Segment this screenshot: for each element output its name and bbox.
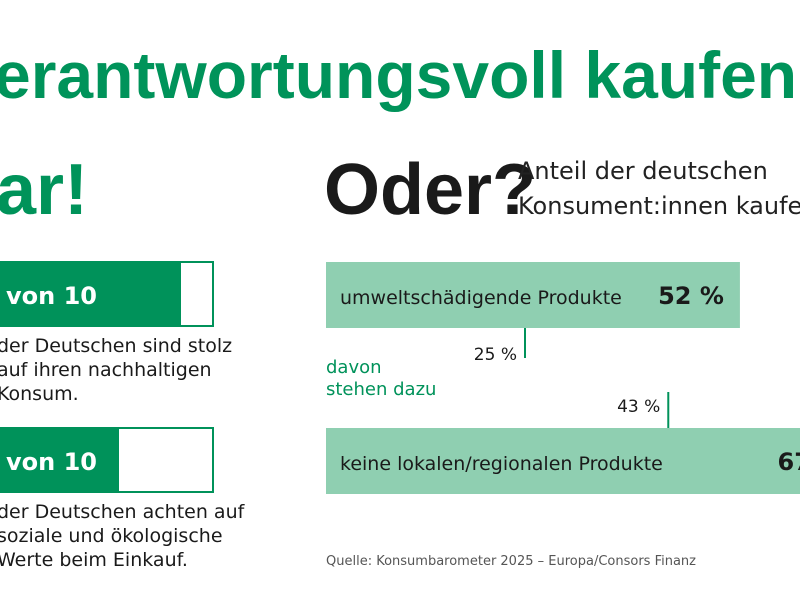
marker-label: 43 % bbox=[617, 397, 660, 417]
subtitle: Konsument:innen kaufen bbox=[518, 192, 800, 220]
ratio-text: der Deutschen achten auf bbox=[0, 501, 246, 523]
bar-label: keine lokalen/regionalen Produkte bbox=[340, 453, 663, 475]
value-label: 52 % bbox=[658, 282, 724, 310]
ratio-text: Konsum. bbox=[0, 383, 79, 405]
ratio-label: von 10 bbox=[6, 448, 97, 476]
title: erantwortungsvoll kaufen bbox=[0, 38, 797, 112]
marker-label: 25 % bbox=[474, 345, 517, 365]
ratio-text: soziale und ökologische bbox=[0, 525, 223, 547]
subtitle: Anteil der deutschen bbox=[518, 157, 768, 185]
left-headline: ar! bbox=[0, 150, 88, 230]
ratio-text: auf ihren nachhaltigen bbox=[0, 359, 212, 381]
bar bbox=[326, 428, 800, 494]
ratio-text: Werte beim Einkauf. bbox=[0, 549, 188, 571]
marker-note: davon bbox=[326, 357, 382, 378]
right-bars: umweltschädigende Produkte 52 % 25 % keine … bbox=[326, 262, 800, 494]
marker-note: stehen dazu bbox=[326, 379, 436, 400]
right-headline: Oder? bbox=[324, 150, 536, 230]
ratio-text: der Deutschen sind stolz bbox=[0, 335, 232, 357]
bar bbox=[326, 262, 740, 328]
ratio-fill bbox=[0, 262, 181, 326]
bar-label: umweltschädigende Produkte bbox=[340, 287, 622, 309]
source: Quelle: Konsumbarometer 2025 – Europa/Co… bbox=[326, 554, 696, 569]
value-label: 67 % bbox=[778, 448, 800, 476]
ratio-label: von 10 bbox=[6, 282, 97, 310]
ratio-fill bbox=[0, 428, 119, 492]
